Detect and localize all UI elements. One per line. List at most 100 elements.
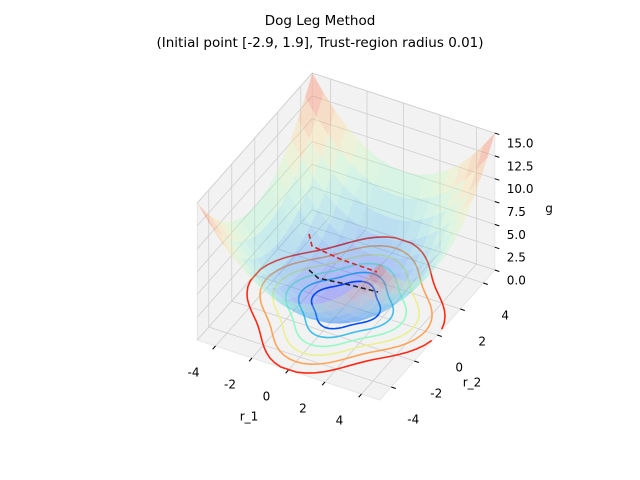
surface-patch xyxy=(371,273,391,288)
z-tick xyxy=(494,201,500,204)
surface-patch xyxy=(311,274,331,294)
surface-patch xyxy=(294,159,314,195)
surface-patch xyxy=(307,252,327,275)
surface-patch xyxy=(269,172,288,206)
surface-patch xyxy=(407,278,426,296)
surface-patch xyxy=(277,234,297,260)
surface-patch xyxy=(380,293,399,307)
surface-patch xyxy=(332,320,352,324)
surface-patch xyxy=(223,236,242,258)
z-tick xyxy=(494,132,500,136)
surface-patch xyxy=(388,296,408,309)
surface-patch xyxy=(384,166,404,196)
surface-patch xyxy=(335,319,355,323)
surface-patch xyxy=(406,263,425,283)
surface-patch xyxy=(366,183,385,213)
surface-patch xyxy=(454,199,474,230)
surface-patch xyxy=(394,268,414,287)
surface-patch xyxy=(352,293,372,308)
surface-patch xyxy=(427,209,447,236)
surface-patch xyxy=(218,220,238,242)
surface-patch xyxy=(244,238,264,259)
surface-patch xyxy=(211,216,231,241)
tick-label: 4 xyxy=(501,309,509,323)
surface-patch xyxy=(348,307,368,317)
surface-patch xyxy=(275,298,295,309)
contours xyxy=(246,236,446,374)
grid-line xyxy=(312,118,495,180)
tick-label: 2 xyxy=(299,402,307,416)
surface-patch xyxy=(344,316,363,322)
surface-patch xyxy=(450,191,469,222)
surface-patch xyxy=(238,264,258,284)
surface-patch xyxy=(259,226,278,251)
surface-patch xyxy=(290,296,309,308)
surface-patch xyxy=(476,133,495,170)
surface-patch xyxy=(316,92,336,135)
x-tick xyxy=(285,369,289,374)
trajectory-floor xyxy=(308,269,379,293)
surface-patch xyxy=(260,274,279,289)
surface-patch xyxy=(321,321,341,324)
surface-patch xyxy=(316,293,335,308)
surface-patch xyxy=(322,299,342,312)
tick-label: -2 xyxy=(224,378,236,392)
surface-patch xyxy=(436,229,455,255)
chart-title: Dog Leg Method xyxy=(265,13,376,29)
tick-label: 2 xyxy=(478,335,486,349)
surface-patch xyxy=(287,176,307,210)
surface-patch xyxy=(356,275,376,294)
surface-patch xyxy=(299,304,319,313)
surface-patch xyxy=(227,248,246,270)
surface-patch xyxy=(363,232,382,256)
surface-patch xyxy=(289,250,308,273)
grid-line xyxy=(196,72,313,204)
surface-patch xyxy=(333,234,352,260)
contour xyxy=(271,253,421,357)
surface-patch xyxy=(396,171,415,199)
grid xyxy=(196,72,500,398)
surface-patch xyxy=(291,310,311,319)
tick-label: 10.0 xyxy=(507,182,534,196)
surface-patch xyxy=(381,217,401,241)
surface-patch xyxy=(373,159,393,191)
surface-patch xyxy=(266,217,285,244)
surface-patch xyxy=(261,288,281,304)
surface-patch xyxy=(364,283,383,300)
surface-patch xyxy=(377,190,397,218)
surface-patch xyxy=(387,282,406,298)
surface-patch xyxy=(247,206,267,234)
surface-patch xyxy=(263,251,282,272)
surface-patch xyxy=(414,269,433,289)
tick-label: 0 xyxy=(455,361,463,375)
surface-patch xyxy=(434,187,454,216)
surface-patch xyxy=(355,310,375,319)
surface-patch xyxy=(346,295,365,308)
surface-patch xyxy=(343,314,362,321)
surface-patch xyxy=(376,286,395,299)
surface-patch xyxy=(318,311,338,319)
surface-patch xyxy=(310,209,330,239)
contour xyxy=(310,280,382,330)
surface-patch xyxy=(349,266,368,285)
surface-patch xyxy=(371,289,390,303)
contour xyxy=(284,262,408,348)
grid-line xyxy=(300,222,484,284)
surface-patch xyxy=(419,173,438,199)
y-tick xyxy=(391,386,396,389)
contour xyxy=(246,236,446,374)
surface-patch xyxy=(297,97,317,140)
surface-patch xyxy=(381,301,401,312)
surface-patch xyxy=(360,271,379,288)
surface-patch xyxy=(413,247,432,269)
surface-patch xyxy=(330,272,349,291)
surface-patch xyxy=(327,110,347,151)
surface-patch xyxy=(324,317,343,323)
x-tick xyxy=(248,357,253,362)
surface-patch xyxy=(230,240,249,260)
surface-patch xyxy=(378,292,398,305)
contour xyxy=(297,271,395,339)
surface-patch xyxy=(303,225,322,253)
surface-patch xyxy=(365,309,385,319)
